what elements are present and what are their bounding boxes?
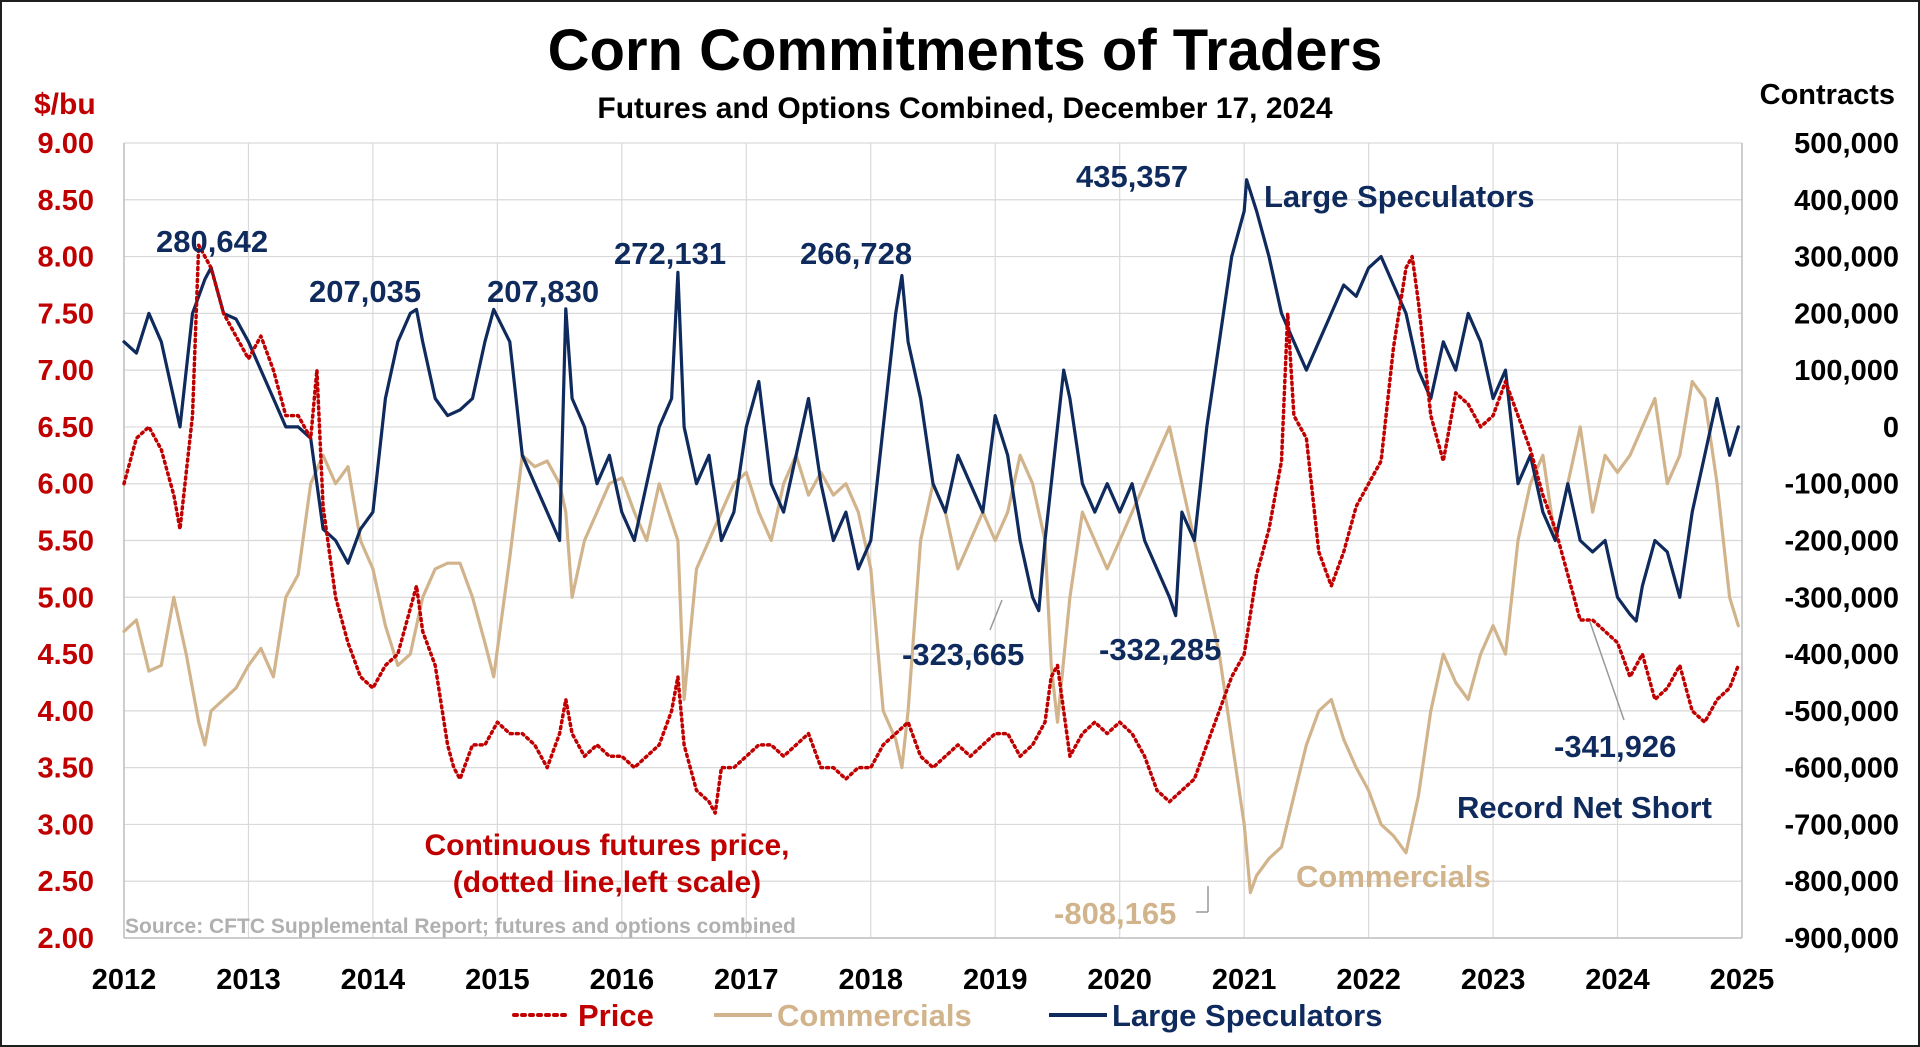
left-axis-ticks: 9.00 8.50 8.00 7.50 7.00 6.50 6.00 5.50 5.00 4.50… [38, 128, 94, 955]
right-tick-label: -400,000 [1785, 639, 1900, 671]
left-tick-label: 7.50 [38, 298, 94, 330]
annotation-price-2: (dotted line,left scale) [453, 866, 761, 899]
x-tick-label: 2016 [590, 964, 655, 996]
x-tick-label: 2022 [1336, 964, 1401, 996]
x-tick-label: 2025 [1710, 964, 1775, 996]
left-tick-label: 9.00 [38, 128, 94, 160]
x-axis-ticks: 2012 2013 2014 2015 2016 2017 2018 2019 2020 2021… [92, 964, 1775, 996]
chart-subtitle: Futures and Options Combined, December 1… [597, 92, 1333, 125]
gridlines [123, 142, 1743, 939]
x-tick-label: 2015 [465, 964, 530, 996]
x-tick-label: 2023 [1461, 964, 1526, 996]
annotation-808165: -808,165 [1054, 896, 1176, 931]
annotation-commercials: Commercials [1296, 859, 1491, 894]
x-tick-label: 2024 [1585, 964, 1650, 996]
leader-341926 [1589, 621, 1625, 721]
left-tick-label: 6.50 [38, 412, 94, 444]
annotation-332285: -332,285 [1099, 632, 1221, 667]
annotation-435357: 435,357 [1076, 159, 1188, 194]
left-tick-label: 2.50 [38, 866, 94, 898]
x-tick-label: 2021 [1212, 964, 1277, 996]
right-tick-label: 500,000 [1794, 128, 1899, 160]
legend-speculators-label: Large Speculators [1112, 998, 1382, 1033]
right-axis-unit: Contracts [1760, 79, 1895, 111]
left-tick-label: 5.00 [38, 582, 94, 614]
right-tick-label: -300,000 [1785, 582, 1900, 614]
annotation-266728: 266,728 [800, 236, 912, 271]
annotation-207830: 207,830 [487, 274, 599, 309]
series-large-speculators-line [122, 178, 1740, 623]
x-tick-label: 2018 [839, 964, 904, 996]
right-tick-label: 100,000 [1794, 355, 1899, 387]
annotation-record-net-short: Record Net Short [1457, 790, 1712, 825]
left-tick-label: 4.50 [38, 639, 94, 671]
left-tick-label: 3.50 [38, 753, 94, 785]
right-tick-label: -800,000 [1785, 866, 1900, 898]
right-tick-label: -900,000 [1785, 923, 1900, 955]
annotation-272131: 272,131 [614, 236, 726, 271]
x-tick-label: 2014 [341, 964, 406, 996]
left-tick-label: 5.50 [38, 526, 94, 558]
right-tick-label: 300,000 [1794, 242, 1899, 274]
left-axis-unit: $/bu [34, 88, 96, 121]
annotation-large-speculators: Large Speculators [1264, 179, 1534, 214]
right-tick-label: -100,000 [1785, 469, 1900, 501]
right-tick-label: -500,000 [1785, 696, 1900, 728]
left-tick-label: 4.00 [38, 696, 94, 728]
legend-commercials-label: Commercials [777, 998, 972, 1033]
legend-price-label: Price [578, 998, 654, 1033]
legend: Price Commercials Large Speculators [512, 998, 1382, 1033]
source-note: Source: CFTC Supplemental Report; future… [125, 915, 796, 938]
right-tick-label: -700,000 [1785, 809, 1900, 841]
right-axis-ticks: 500,000 400,000 300,000 200,000 100,000 0 -100… [1785, 128, 1900, 955]
left-tick-label: 8.50 [38, 185, 94, 217]
left-tick-label: 6.00 [38, 469, 94, 501]
annotation-price-1: Continuous futures price, [424, 829, 789, 862]
series-commercials-line [122, 379, 1740, 895]
left-tick-label: 2.00 [38, 923, 94, 955]
right-tick-label: -200,000 [1785, 526, 1900, 558]
chart-title: Corn Commitments of Traders [548, 18, 1383, 83]
x-tick-label: 2012 [92, 964, 157, 996]
annotation-323665: -323,665 [902, 637, 1024, 672]
right-tick-label: 0 [1883, 412, 1899, 444]
left-tick-label: 7.00 [38, 355, 94, 387]
plot-border [123, 143, 1743, 939]
right-tick-label: 200,000 [1794, 298, 1899, 330]
annotation-341926: -341,926 [1554, 729, 1676, 764]
right-tick-label: 400,000 [1794, 185, 1899, 217]
x-tick-label: 2020 [1087, 964, 1152, 996]
x-tick-label: 2019 [963, 964, 1028, 996]
series-price-line [122, 243, 1741, 815]
annotation-leaders [989, 599, 1625, 913]
left-tick-label: 8.00 [38, 242, 94, 274]
leader-323665 [989, 599, 1003, 631]
left-tick-label: 3.00 [38, 809, 94, 841]
x-tick-label: 2013 [216, 964, 281, 996]
annotation-280642: 280,642 [156, 224, 268, 259]
right-tick-label: -600,000 [1785, 753, 1900, 785]
series-layer [122, 178, 1741, 895]
x-tick-label: 2017 [714, 964, 779, 996]
annotation-207035: 207,035 [309, 274, 421, 309]
